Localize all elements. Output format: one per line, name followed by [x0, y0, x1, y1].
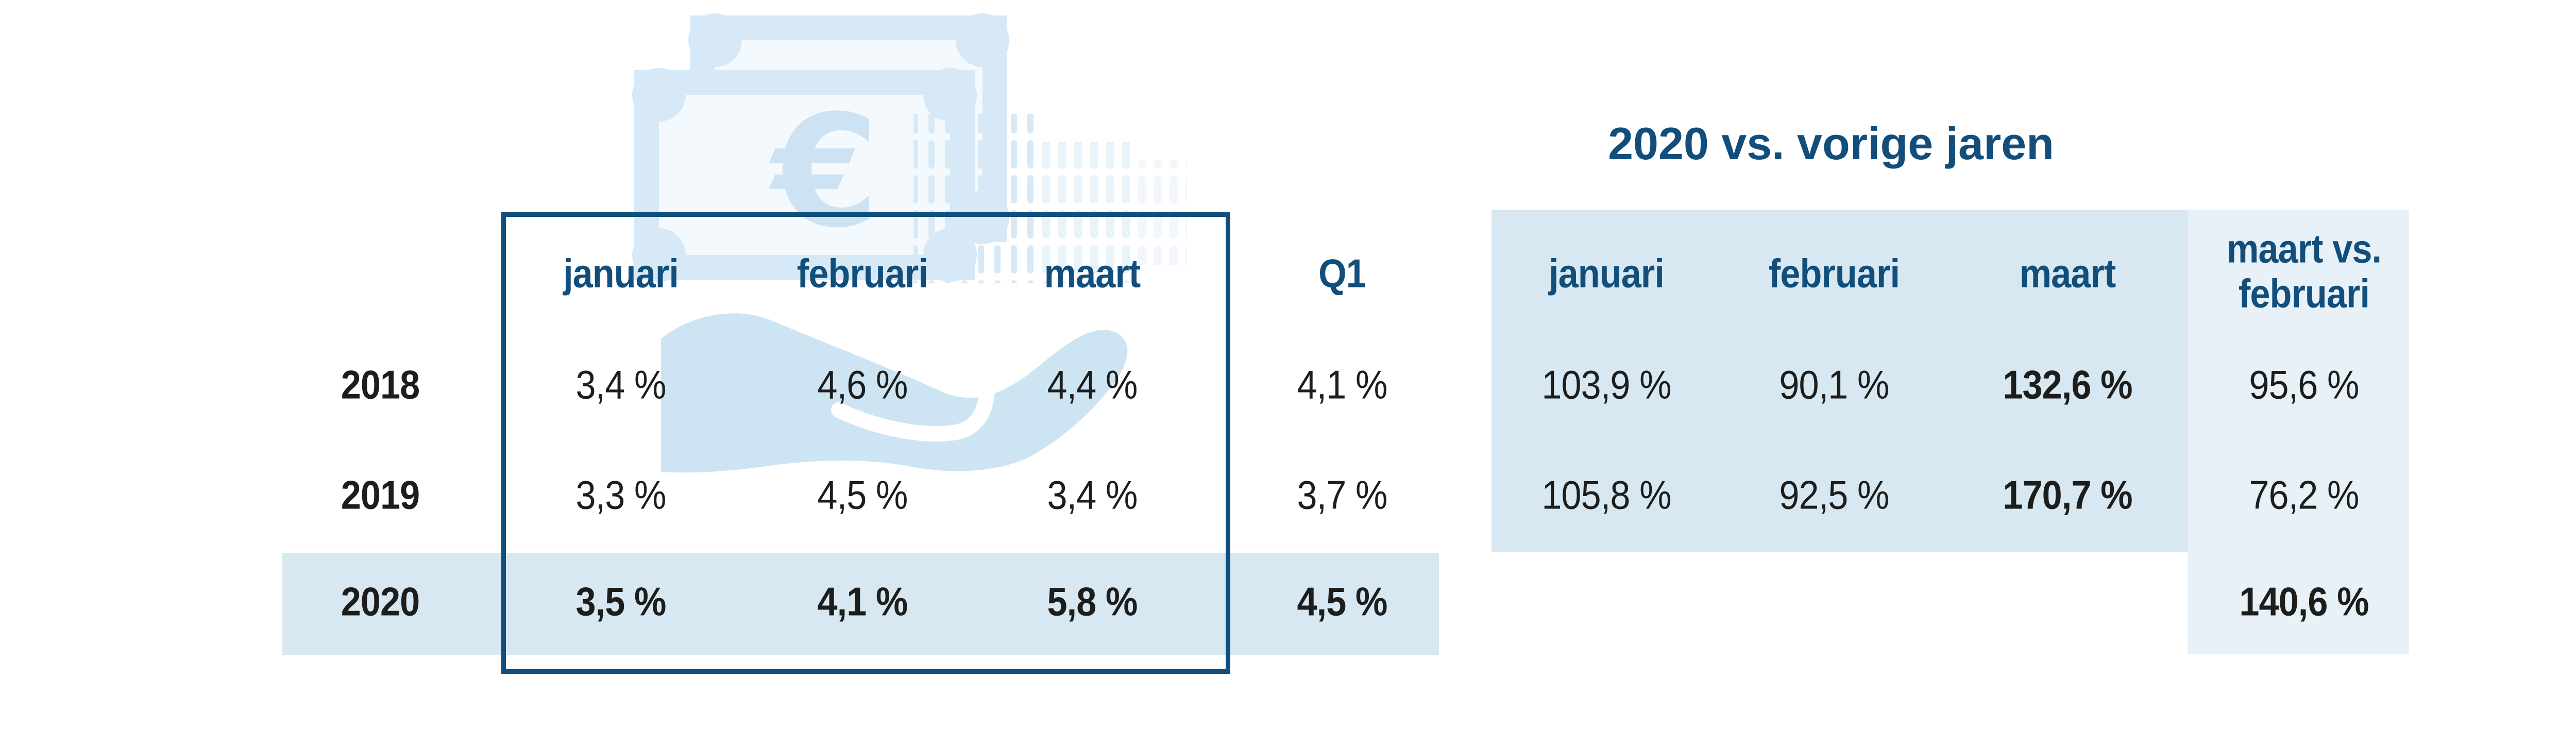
right-value-2020-maart-vs-feb: 140,6 % — [2239, 579, 2369, 624]
left-value-2018-februari: 4,6 % — [817, 362, 908, 408]
left-header-q1: Q1 — [1318, 250, 1366, 296]
left-value-2018-maart: 4,4 % — [1047, 362, 1138, 408]
year-label-2020: 2020 — [341, 579, 420, 624]
coin-stacks-icon — [913, 114, 1187, 283]
euro-sign-glyph: € — [767, 82, 879, 262]
left-value-2019-februari: 4,5 % — [817, 472, 908, 518]
right-table-title: 2020 vs. vorige jaren — [1608, 118, 2054, 169]
maart-vs-februari-column-background — [2188, 210, 2409, 654]
open-hand-icon — [661, 313, 1128, 473]
right-value-2018-maart: 132,6 % — [2003, 362, 2132, 408]
row-2020-highlight-band — [282, 553, 1439, 655]
right-value-2019-maart-vs-feb: 76,2 % — [2249, 472, 2359, 518]
right-header-maart-vs-line2: februari — [2238, 271, 2370, 316]
right-header-maart-vs-line1: maart vs. — [2226, 226, 2382, 271]
left-value-2018-q1: 4,1 % — [1297, 362, 1387, 408]
right-header-januari: januari — [1549, 250, 1665, 296]
right-header-maart-vs-februari: maart vs. februari — [2226, 226, 2382, 317]
left-value-2020-februari: 4,1 % — [817, 579, 908, 624]
left-value-2020-q1: 4,5 % — [1297, 579, 1387, 624]
left-value-2019-maart: 3,4 % — [1047, 472, 1138, 518]
left-value-2019-januari: 3,3 % — [575, 472, 666, 518]
right-value-2019-januari: 105,8 % — [1541, 472, 1671, 518]
right-value-2019-februari: 92,5 % — [1779, 472, 1889, 518]
left-value-2019-q1: 3,7 % — [1297, 472, 1387, 518]
right-value-2018-februari: 90,1 % — [1779, 362, 1889, 408]
right-header-maart: maart — [2019, 250, 2116, 296]
right-header-februari: februari — [1768, 250, 1900, 296]
left-header-februari: februari — [796, 250, 928, 296]
right-table-shaded-block — [1492, 210, 2188, 552]
left-value-2020-januari: 3,5 % — [575, 579, 666, 624]
year-label-2019: 2019 — [341, 472, 420, 518]
right-value-2018-maart-vs-feb: 95,6 % — [2249, 362, 2359, 408]
months-outline-box — [501, 212, 1230, 674]
left-value-2018-januari: 3,4 % — [575, 362, 666, 408]
left-header-januari: januari — [563, 250, 679, 296]
year-label-2018: 2018 — [341, 362, 420, 408]
euro-banknote-front-icon: € — [632, 68, 977, 282]
left-value-2020-maart: 5,8 % — [1047, 579, 1138, 624]
right-value-2019-maart: 170,7 % — [2003, 472, 2132, 518]
left-header-maart: maart — [1044, 250, 1141, 296]
right-value-2018-januari: 103,9 % — [1541, 362, 1671, 408]
